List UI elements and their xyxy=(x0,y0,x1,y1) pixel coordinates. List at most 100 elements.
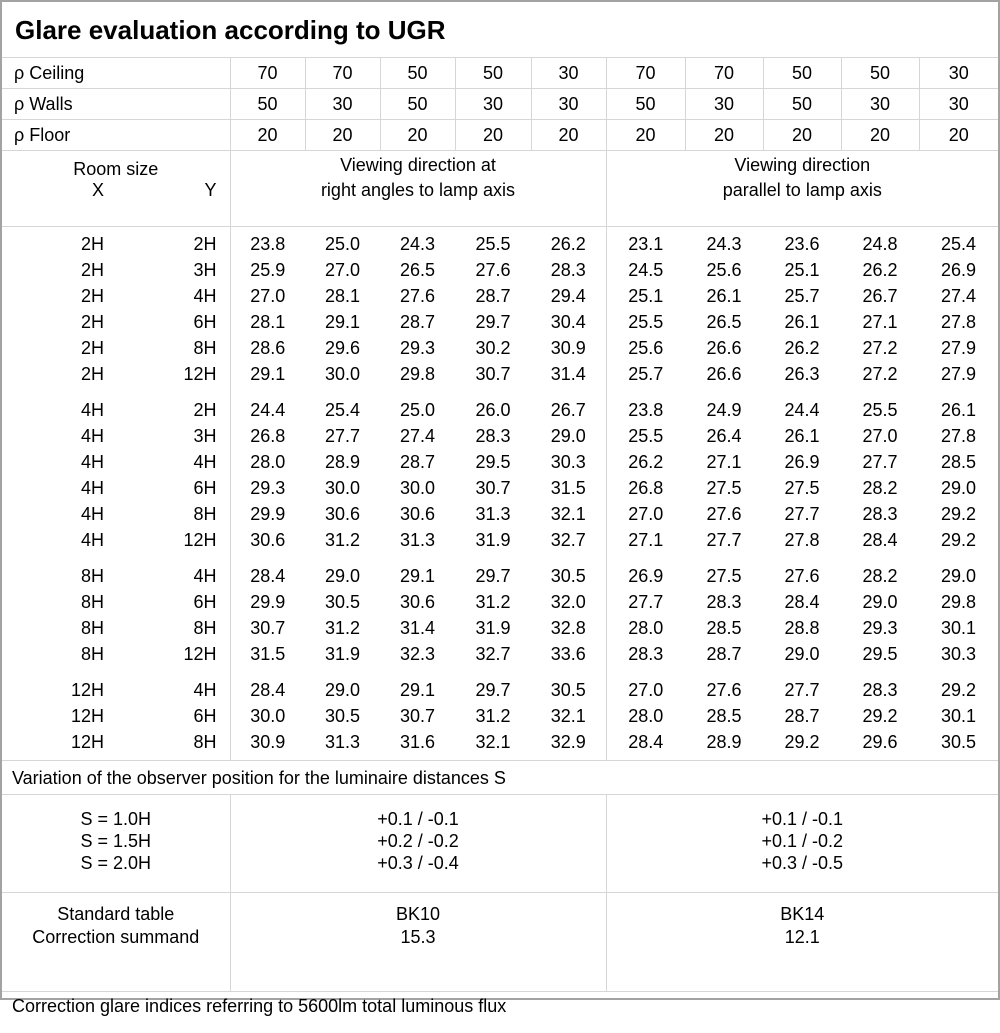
ugr-value-cell: 26.1 xyxy=(685,283,763,309)
reflectance-value-cell: 20 xyxy=(685,120,763,151)
ugr-value-cell: 28.7 xyxy=(763,703,841,729)
reflectance-value-cell: 30 xyxy=(841,89,919,120)
ugr-value-cell: 29.4 xyxy=(531,283,606,309)
reflectance-value-cell: 30 xyxy=(531,58,606,89)
ugr-value-cell: 30.1 xyxy=(919,615,998,641)
ugr-value-cell: 31.5 xyxy=(531,475,606,501)
standard-table-value: BK14 xyxy=(607,903,999,926)
reflectance-value-cell: 20 xyxy=(305,120,380,151)
room-size-x-cell: 2H xyxy=(2,283,112,309)
ugr-value-cell: 31.5 xyxy=(230,641,305,667)
reflectance-label: ρ Walls xyxy=(2,89,230,120)
variation-note: Variation of the observer position for t… xyxy=(2,761,998,795)
right-angles-header: Viewing direction at right angles to lam… xyxy=(230,151,606,227)
ugr-value-cell: 28.7 xyxy=(380,449,455,475)
ugr-value-cell: 26.6 xyxy=(685,335,763,361)
ugr-value-cell: 25.7 xyxy=(763,283,841,309)
ugr-value-cell: 29.2 xyxy=(919,677,998,703)
ugr-value-cell: 28.3 xyxy=(531,257,606,283)
ugr-value-cell: 27.0 xyxy=(606,677,685,703)
room-size-x-cell: 4H xyxy=(2,501,112,527)
ugr-value-cell: 32.9 xyxy=(531,729,606,755)
ugr-value-cell: 28.2 xyxy=(841,563,919,589)
ugr-value-cell: 28.3 xyxy=(606,641,685,667)
ugr-value-cell: 29.0 xyxy=(841,589,919,615)
ugr-value-cell: 26.5 xyxy=(685,309,763,335)
ugr-value-cell: 29.9 xyxy=(230,501,305,527)
title-section: Glare evaluation according to UGR xyxy=(2,2,998,58)
ugr-value-cell: 30.7 xyxy=(455,361,531,387)
ugr-value-cell: 30.6 xyxy=(380,589,455,615)
ugr-value-cell: 27.1 xyxy=(606,527,685,553)
spacer-cell xyxy=(2,667,230,677)
ugr-value-cell: 27.5 xyxy=(685,475,763,501)
ugr-value-cell: 28.1 xyxy=(230,309,305,335)
ugr-value-cell: 29.3 xyxy=(380,335,455,361)
ugr-value-cell: 25.5 xyxy=(841,397,919,423)
ugr-value-cell: 28.6 xyxy=(230,335,305,361)
s-label: S = 1.0H xyxy=(2,808,230,830)
room-size-y-cell: 4H xyxy=(112,563,230,589)
ugr-value-cell: 27.7 xyxy=(305,423,380,449)
ugr-value-cell: 25.4 xyxy=(919,231,998,257)
ugr-value-cell: 28.1 xyxy=(305,283,380,309)
ugr-value-cell: 31.9 xyxy=(455,527,531,553)
s-correction-value: +0.3 / -0.5 xyxy=(607,852,999,874)
ugr-value-cell: 27.9 xyxy=(919,361,998,387)
ugr-value-cell: 29.3 xyxy=(841,615,919,641)
ugr-value-cell: 31.4 xyxy=(531,361,606,387)
ugr-value-cell: 29.2 xyxy=(919,501,998,527)
ugr-value-cell: 30.7 xyxy=(455,475,531,501)
room-size-y-cell: 8H xyxy=(112,615,230,641)
reflectance-value-cell: 20 xyxy=(919,120,998,151)
ugr-value-cell: 30.0 xyxy=(380,475,455,501)
reflectance-value-cell: 20 xyxy=(606,120,685,151)
ugr-value-cell: 28.3 xyxy=(841,501,919,527)
ugr-value-cell: 27.7 xyxy=(763,501,841,527)
reflectance-value-cell: 20 xyxy=(380,120,455,151)
room-size-x-cell: 2H xyxy=(2,361,112,387)
ugr-value-cell: 30.2 xyxy=(455,335,531,361)
ugr-value-cell: 31.3 xyxy=(305,729,380,755)
ugr-value-cell: 28.2 xyxy=(841,475,919,501)
ugr-value-cell: 26.7 xyxy=(531,397,606,423)
room-size-y-cell: 6H xyxy=(112,589,230,615)
x-axis-label: X xyxy=(2,179,112,201)
room-size-y-cell: 6H xyxy=(112,703,230,729)
ugr-value-cell: 25.5 xyxy=(606,423,685,449)
ugr-value-cell: 27.5 xyxy=(685,563,763,589)
ugr-value-cell: 27.0 xyxy=(606,501,685,527)
page-title: Glare evaluation according to UGR xyxy=(2,17,998,43)
ugr-value-cell: 31.2 xyxy=(305,527,380,553)
ugr-value-cell: 25.1 xyxy=(606,283,685,309)
ugr-value-cell: 28.5 xyxy=(919,449,998,475)
ugr-value-cell: 33.6 xyxy=(531,641,606,667)
ugr-value-cell: 29.5 xyxy=(841,641,919,667)
ugr-value-cell: 29.1 xyxy=(380,677,455,703)
standard-table-row: Standard table Correction summand BK10 1… xyxy=(2,893,998,992)
reflectance-value-cell: 20 xyxy=(531,120,606,151)
right-angles-header-line1: Viewing direction at xyxy=(231,153,606,178)
ugr-value-cell: 29.9 xyxy=(230,589,305,615)
reflectance-value-cell: 50 xyxy=(763,89,841,120)
correction-summand-value: 15.3 xyxy=(231,926,606,949)
s-correction-value: +0.1 / -0.1 xyxy=(607,808,999,830)
ugr-value-cell: 31.3 xyxy=(380,527,455,553)
ugr-value-cell: 30.7 xyxy=(230,615,305,641)
room-size-label: Room size xyxy=(2,159,230,179)
reflectance-value-cell: 70 xyxy=(606,58,685,89)
ugr-value-cell: 27.6 xyxy=(685,501,763,527)
ugr-value-cell: 25.7 xyxy=(606,361,685,387)
title-row: Glare evaluation according to UGR xyxy=(2,2,998,58)
ugr-value-cell: 26.1 xyxy=(763,423,841,449)
ugr-value-cell: 28.3 xyxy=(455,423,531,449)
